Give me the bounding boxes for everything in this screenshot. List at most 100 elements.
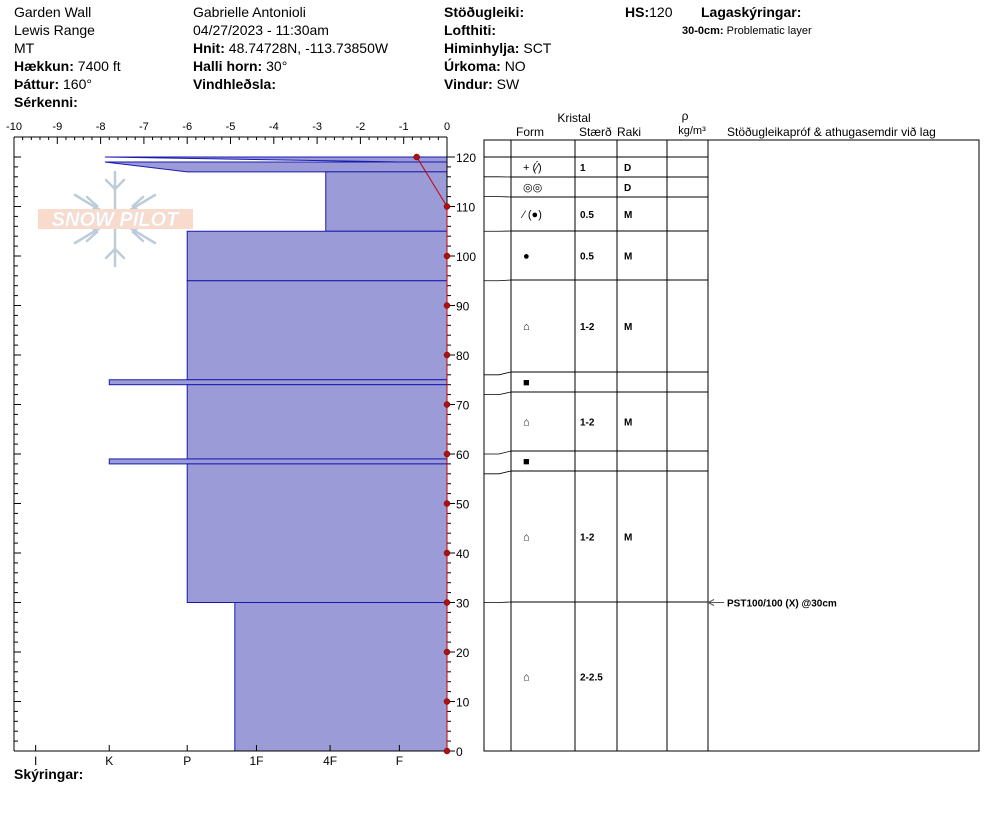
footer-notes: Skýringar: xyxy=(14,765,83,783)
layer-size: 1-2 xyxy=(580,533,595,544)
legend-item-text: Problematic layer xyxy=(726,25,812,37)
layer-size: 0.5 xyxy=(580,210,594,221)
header-col1: Garden Wall Lewis Range MT Hækkun: 7400 … xyxy=(14,3,121,111)
observer-name: Gabrielle Antonioli xyxy=(193,4,306,20)
temperature-point xyxy=(443,203,451,210)
temp-tick-label: -4 xyxy=(269,121,279,133)
wind-row: Vindur: SW xyxy=(444,75,551,93)
temperature-point xyxy=(443,698,451,705)
legend-item: 30-0cm: Problematic layer xyxy=(682,22,812,40)
elevation-value: 7400 ft xyxy=(77,58,121,74)
layer-form-glyph: ⌂ xyxy=(523,532,530,544)
logo-text: SNOW PILOT xyxy=(52,209,180,231)
layer-size: 1 xyxy=(580,163,586,174)
air-temp-row: Lofthiti: xyxy=(444,21,551,39)
hardness-bar xyxy=(104,161,448,173)
sky-label: Himinhylja: xyxy=(444,40,520,56)
hardness-tick-label: 4F xyxy=(323,754,337,768)
layer-connector xyxy=(484,450,512,455)
header-moisture: Raki xyxy=(617,125,641,139)
temp-tick-label: -3 xyxy=(312,121,322,133)
table-frame xyxy=(483,139,980,752)
height-tick-label: 10 xyxy=(456,696,470,710)
slope-value: 30° xyxy=(266,58,288,74)
hardness-bar xyxy=(234,602,448,752)
hardness-bar xyxy=(108,458,448,465)
header-density-unit: kg/m³ xyxy=(678,125,706,137)
stability-row: Stöðugleiki: xyxy=(444,3,551,21)
height-tick-label: 100 xyxy=(456,250,476,264)
header-col2: Gabrielle Antonioli 04/27/2023 - 11:30am… xyxy=(193,3,388,93)
layer-form-glyph: ■ xyxy=(523,456,530,468)
snowpilot-logo: SNOW PILOT xyxy=(38,170,193,268)
layer-size: 1-2 xyxy=(580,418,595,429)
layer-connector xyxy=(484,279,512,282)
features-label: Sérkenni: xyxy=(14,94,78,110)
layer-connector xyxy=(484,391,512,396)
height-tick-label: 70 xyxy=(456,399,470,413)
height-tick-label: 80 xyxy=(456,349,470,363)
layer-moisture: D xyxy=(624,183,631,194)
header-crystal: Kristal xyxy=(557,111,590,125)
temperature-point xyxy=(443,302,451,309)
header-hs: HS:120 xyxy=(625,3,672,21)
layer-form-glyph: ⌂ xyxy=(523,417,530,429)
layer-moisture: M xyxy=(624,252,632,263)
precip-row: Úrkoma: NO xyxy=(444,57,551,75)
temperature-point xyxy=(413,153,420,161)
wind-loading-label: Vindhleðsla: xyxy=(193,76,276,92)
hardness-bar xyxy=(186,280,448,381)
hs-value: 120 xyxy=(649,4,673,20)
layer-form-glyph: ● xyxy=(523,251,530,263)
aspect-value: 160° xyxy=(63,76,92,92)
temperature-point xyxy=(443,500,451,507)
height-tick-label: 30 xyxy=(456,597,470,611)
temperature-point xyxy=(443,351,451,359)
test-result-text: PST100/100 (X) @30cm xyxy=(727,599,837,610)
height-tick-label: 20 xyxy=(456,646,470,660)
height-tick-label: 90 xyxy=(456,300,470,314)
slope-label: Halli horn: xyxy=(193,58,263,74)
air-temp-label: Lofthiti: xyxy=(444,22,497,38)
elevation-row: Hækkun: 7400 ft xyxy=(14,57,121,75)
temp-tick-label: -8 xyxy=(96,121,106,133)
precip-label: Úrkoma: xyxy=(444,58,501,74)
temp-tick-label: 0 xyxy=(444,121,450,133)
layer-form-glyph: ⌂ xyxy=(523,672,530,684)
temp-tick-label: -1 xyxy=(399,121,409,133)
hardness-tick-label: K xyxy=(105,754,113,768)
hardness-tick-label: P xyxy=(183,754,191,768)
stability-label: Stöðugleiki: xyxy=(444,4,525,20)
temperature-point xyxy=(443,401,451,408)
layer-moisture: M xyxy=(624,210,632,221)
hardness-bar xyxy=(186,230,448,282)
header-form: Form xyxy=(516,125,544,139)
layer-connector xyxy=(484,371,512,376)
height-tick-label: 40 xyxy=(456,547,470,561)
layer-size: 1-2 xyxy=(580,322,595,333)
height-tick-label: 50 xyxy=(456,498,470,512)
coords-label: Hnit: xyxy=(193,40,225,56)
layer-form-glyph: ⁄ (●) xyxy=(520,209,542,221)
layer-moisture: M xyxy=(624,533,632,544)
layer-connector xyxy=(484,470,512,475)
temp-tick-label: -6 xyxy=(182,121,192,133)
header-legend: Lagaskýringar: xyxy=(701,3,801,21)
layer-connector xyxy=(484,601,512,603)
temperature-point xyxy=(443,747,451,755)
aspect-label: Þáttur: xyxy=(14,76,60,92)
temp-tick-label: -2 xyxy=(356,121,366,133)
temp-tick-label: -9 xyxy=(52,121,62,133)
layer-form-glyph: ◎◎ xyxy=(523,182,542,194)
layer-form-glyph: ■ xyxy=(523,377,530,389)
header-size: Stærð xyxy=(579,125,612,139)
slope-row: Halli horn: 30° xyxy=(193,57,388,75)
layer-size: 2-2.5 xyxy=(580,673,603,684)
layer-moisture: M xyxy=(624,418,632,429)
temperature-point xyxy=(443,549,451,557)
layer-table: Kristal Form Stærð Raki ρ kg/m³ Stöðugleikapró… xyxy=(483,109,980,752)
layer-form-glyph: + (⁄́) xyxy=(523,161,542,174)
height-tick-label: 110 xyxy=(456,201,475,215)
legend-label: Lagaskýringar: xyxy=(701,4,802,20)
